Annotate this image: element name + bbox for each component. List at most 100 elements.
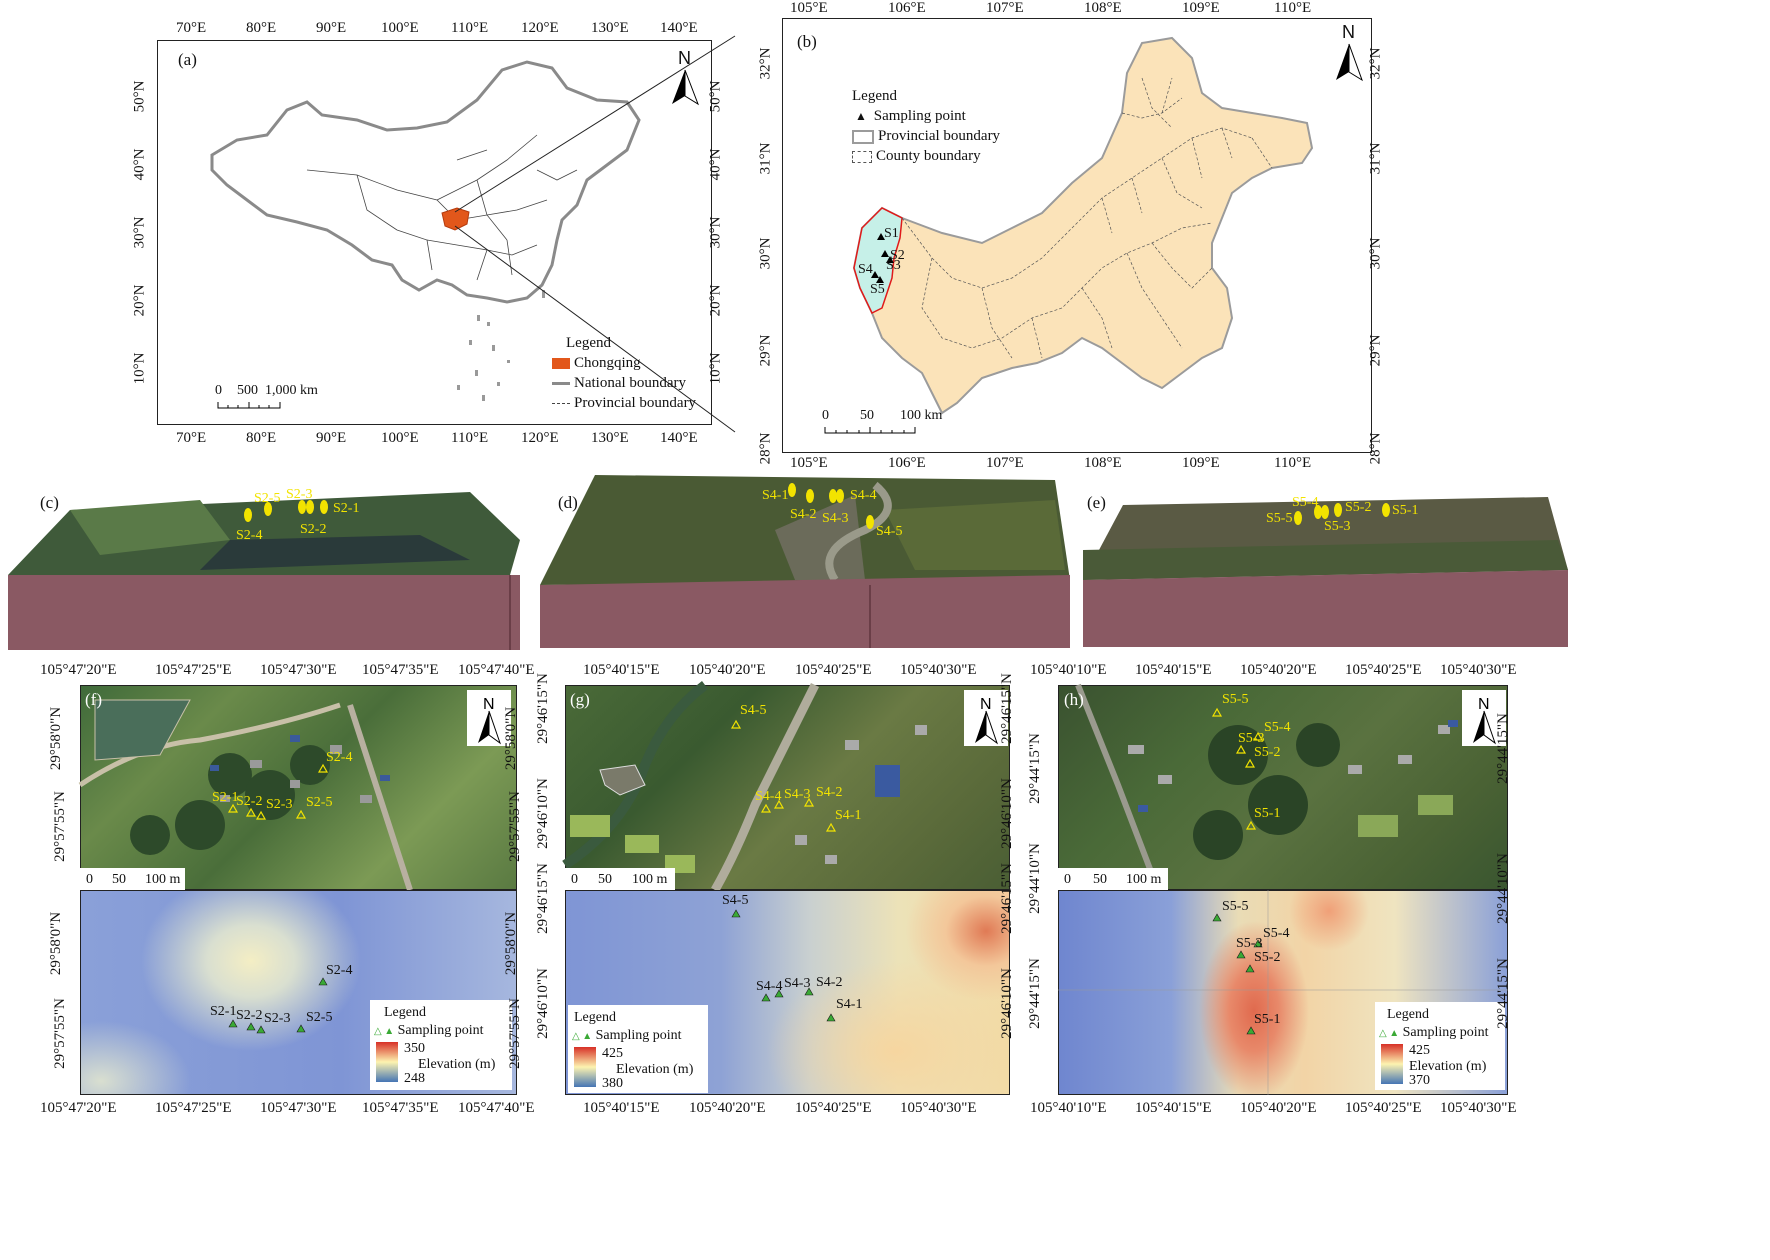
f-sat-s2-3: S2-3	[266, 797, 293, 812]
g-lat-right-0: 29°46'15"N	[998, 673, 1015, 744]
h-lat-left-0: 29°44'15"N	[1026, 733, 1043, 804]
f-lat-left-0: 29°58'0"N	[48, 706, 65, 771]
h-lat-right-0: 29°44'15"N	[1494, 713, 1511, 784]
panel-g-label: (g)	[570, 690, 590, 709]
g-lon-top-3: 105°40'30"E	[900, 662, 977, 678]
a-legend-provincial: Provincial boundary	[552, 393, 696, 413]
a-legend-chongqing: Chongqing	[552, 353, 696, 373]
f-lon-top-0: 105°47'20"E	[40, 662, 117, 678]
a-lon-top-6: 130°E	[591, 20, 629, 36]
panel-a-label: (a)	[178, 50, 197, 69]
h-legend-point-label: Sampling point	[1402, 1025, 1489, 1040]
f-elev-s2-3: S2-3	[264, 1011, 291, 1026]
h-legend-elev: Elevation (m)	[1409, 1059, 1487, 1074]
h-lon-top-1: 105°40'15"E	[1135, 662, 1212, 678]
panel-d-terrain	[540, 475, 1070, 648]
g-lon-bot-3: 105°40'30"E	[900, 1100, 977, 1116]
f-north-arrow-icon: N	[478, 696, 501, 745]
f-scale-end: 100 m	[145, 872, 181, 887]
a-lon-bot-6: 130°E	[591, 430, 629, 446]
d-label-s4-2: S4-2	[790, 507, 817, 522]
a-scale-bar	[217, 402, 281, 409]
f-elev-s2-4: S2-4	[326, 963, 353, 978]
h-legend-min: 370	[1409, 1073, 1430, 1088]
d-label-s4-5: S4-5	[876, 524, 903, 539]
g-lon-bot-0: 105°40'15"E	[583, 1100, 660, 1116]
county-box-swatch	[852, 150, 872, 163]
b-lat-left-4: 32°N	[757, 47, 774, 80]
g-elev-s4-5: S4-5	[722, 893, 749, 908]
point-icon: △ ▲	[572, 1031, 593, 1042]
f-lat-left-1: 29°57'55"N	[51, 791, 68, 862]
h-elev-points	[1058, 890, 1508, 1095]
h-legend: Legend △ ▲ Sampling point 425 Elevation …	[1375, 1002, 1505, 1090]
e-label-s5-1: S5-1	[1392, 503, 1419, 518]
a-north-label: N	[678, 48, 691, 68]
g-lon-bot-2: 105°40'25"E	[795, 1100, 872, 1116]
panel-e-pins	[1294, 503, 1390, 525]
d-label-s4-4: S4-4	[850, 488, 877, 503]
b-legend-provincial: Provincial boundary	[852, 126, 1000, 146]
b-lat-left-0: 28°N	[757, 432, 774, 465]
a-legend-national-label: National boundary	[574, 375, 687, 391]
h-lat-left-2: 29°44'15"N	[1026, 958, 1043, 1029]
e-label-s5-3: S5-3	[1324, 519, 1351, 534]
b-lat-left-2: 30°N	[757, 237, 774, 270]
h-lon-bot-1: 105°40'15"E	[1135, 1100, 1212, 1116]
f-lon-top-3: 105°47'35"E	[362, 662, 439, 678]
g-legend-ramp	[574, 1047, 596, 1087]
panel-f-label: (f)	[85, 690, 102, 709]
g-legend-point: △ ▲ Sampling point	[572, 1027, 704, 1046]
h-lat-right-2: 29°44'15"N	[1494, 958, 1511, 1029]
a-north-arrow-icon	[672, 69, 699, 106]
h-lon-top-3: 105°40'25"E	[1345, 662, 1422, 678]
h-scale-end: 100 m	[1126, 872, 1162, 887]
provincial-line-swatch	[552, 403, 570, 405]
b-lon-bot-0: 105°E	[790, 455, 828, 471]
a-lon-bot-2: 90°E	[316, 430, 347, 446]
h-legend-title: Legend	[1387, 1007, 1429, 1022]
b-lat-left-1: 29°N	[757, 334, 774, 367]
a-lon-top-5: 120°E	[521, 20, 559, 36]
f-elev-s2-5: S2-5	[306, 1010, 333, 1025]
a-lon-top-3: 100°E	[381, 20, 419, 36]
panel-c-terrain	[8, 492, 520, 650]
f-legend-elev: Elevation (m)	[418, 1057, 496, 1072]
b-north-arrow-icon	[1336, 43, 1363, 82]
g-lat-right-1: 29°46'10"N	[998, 778, 1015, 849]
a-lon-bot-4: 110°E	[451, 430, 489, 446]
g-sat-s4-2: S4-2	[816, 785, 843, 800]
a-lon-top-1: 80°E	[246, 20, 277, 36]
g-elev-s4-4: S4-4	[756, 979, 783, 994]
g-scale-mid: 50	[598, 872, 612, 887]
g-elev-s4-1: S4-1	[836, 997, 863, 1012]
e-label-s5-5: S5-5	[1266, 511, 1293, 526]
g-elev-points	[731, 909, 836, 1022]
g-lat-right-2: 29°46'15"N	[998, 863, 1015, 934]
f-lon-bot-2: 105°47'30"E	[260, 1100, 337, 1116]
g-lon-top-2: 105°40'25"E	[795, 662, 872, 678]
a-scale-mid: 500	[237, 383, 258, 398]
b-site-s3: S3	[886, 258, 901, 273]
h-scale-zero: 0	[1064, 872, 1071, 887]
g-legend-point-label: Sampling point	[595, 1028, 682, 1043]
f-lat-right-0: 29°58'0"N	[503, 706, 520, 771]
f-sat-s2-4: S2-4	[326, 750, 353, 765]
h-lon-top-0: 105°40'10"E	[1030, 662, 1107, 678]
triangle-icon: ▲	[855, 109, 867, 123]
b-legend-county-label: County boundary	[876, 148, 981, 164]
b-scale-bar	[824, 427, 916, 434]
a-lon-top-2: 90°E	[316, 20, 347, 36]
g-elev-s4-2: S4-2	[816, 975, 843, 990]
a-lat-left-0: 10°N	[131, 352, 148, 385]
f-sat-s2-5: S2-5	[306, 795, 333, 810]
b-site-s2: S2	[890, 248, 905, 263]
f-lat-right-2: 29°58'0"N	[503, 911, 520, 976]
f-sat-s2-2: S2-2	[236, 794, 263, 809]
b-site-s5: S5	[870, 282, 885, 297]
f-legend-min: 248	[404, 1071, 425, 1086]
h-lon-top-2: 105°40'20"E	[1240, 662, 1317, 678]
h-satellite-features	[1075, 683, 1458, 892]
h-elev-s5-5: S5-5	[1222, 899, 1249, 914]
panel-e-terrain	[1083, 497, 1568, 647]
